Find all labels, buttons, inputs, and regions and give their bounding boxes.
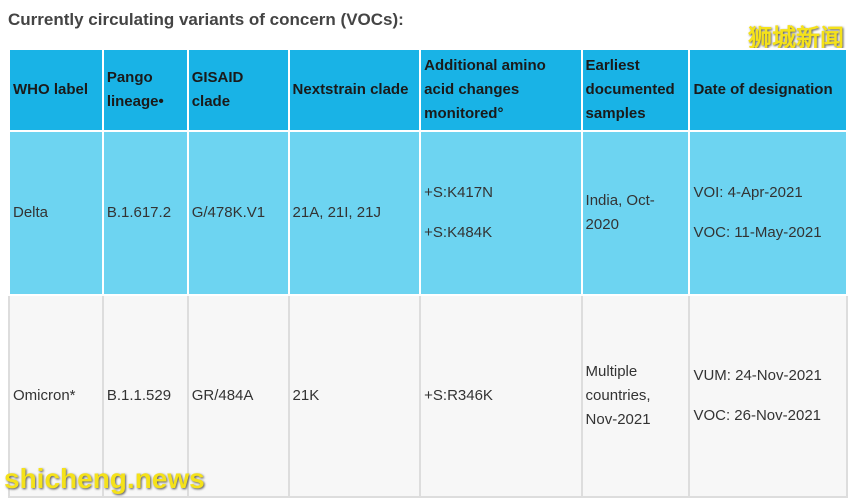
title: Currently circulating variants of concer… [8, 10, 404, 29]
cell-text: +S:K417N [424, 184, 493, 201]
table-cell: +S:K417N +S:K484K [419, 130, 583, 296]
table-body: Delta B.1.617.2 G/478K.V1 21A, 21I, 21J +S:K… [8, 130, 848, 498]
cell-text: VOC: 11-May-2021 [693, 224, 822, 241]
cell-text: India, Oct-2020 [585, 192, 655, 233]
cell-text: GR/484A [191, 387, 254, 404]
cell-text: VOC: 26-Nov-2021 [693, 407, 822, 424]
table-cell: GR/484A [186, 294, 290, 498]
table-cell: B.1.1.529 [101, 294, 189, 498]
column-header: Nextstrain clade [287, 48, 422, 132]
table-row: Delta B.1.617.2 G/478K.V1 21A, 21I, 21J +S:K… [8, 130, 848, 296]
cell-text: VUM: 24-Nov-2021 [693, 367, 822, 384]
cell-text: +S:K484K [424, 224, 493, 241]
cell-text: Delta [13, 204, 49, 221]
table-cell: 21A, 21I, 21J [287, 130, 422, 296]
table-row: Omicron* B.1.1.529 GR/484A 21K +S:R346K Multi… [8, 294, 848, 498]
table-cell: B.1.617.2 [101, 130, 189, 296]
cell-text: G/478K.V1 [191, 204, 266, 221]
table-cell: Delta [8, 130, 104, 296]
cell-text: B.1.617.2 [106, 204, 172, 221]
watermark: shicheng.news [4, 463, 205, 494]
column-header: Earliest documented samples [580, 48, 691, 132]
table-cell: 21K [287, 294, 422, 498]
cell-text: +S:R346K [424, 387, 493, 404]
table-cell: India, Oct-2020 [580, 130, 691, 296]
table-cell: +S:R346K [419, 294, 583, 498]
table-cell: VOI: 4-Apr-2021 VOC: 11-May-2021 [688, 130, 848, 296]
cell-text: B.1.1.529 [106, 387, 172, 404]
table-cell: VUM: 24-Nov-2021 VOC: 26-Nov-2021 [688, 294, 848, 498]
cell-text: 21K [292, 387, 320, 404]
column-header: Date of designation [688, 48, 848, 132]
cell-text: Multiple countries, Nov-2021 [585, 363, 651, 428]
watermark: 狮城新闻 [748, 25, 844, 52]
table-cell: Multiple countries, Nov-2021 [580, 294, 691, 498]
column-header: Pango lineage• [101, 48, 189, 132]
table-cell: Omicron* [8, 294, 104, 498]
table-cell: G/478K.V1 [186, 130, 290, 296]
variants-table: WHO label Pango lineage• GISAID clade Nexts… [8, 48, 848, 498]
column-header: WHO label [8, 48, 104, 132]
header-row: WHO label Pango lineage• GISAID clade Nexts… [8, 48, 848, 132]
cell-text: VOI: 4-Apr-2021 [693, 184, 803, 201]
cell-text: Omicron* [13, 387, 76, 404]
column-header: GISAID clade [186, 48, 290, 132]
cell-text: 21A, 21I, 21J [292, 204, 381, 221]
column-header: Additional amino acid changes monitored° [419, 48, 583, 132]
